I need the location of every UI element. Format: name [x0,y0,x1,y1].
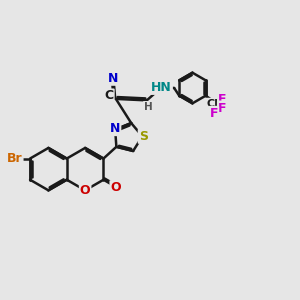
Text: C: C [105,89,114,103]
Text: O: O [80,184,90,197]
Text: S: S [139,130,148,143]
Text: N: N [110,122,120,135]
Text: Br: Br [7,152,22,165]
Text: O: O [110,181,121,194]
Text: F: F [210,107,218,120]
Text: F: F [218,101,226,115]
Text: HN: HN [151,81,172,94]
Text: H: H [144,102,153,112]
Text: N: N [108,72,118,85]
Text: F: F [218,93,226,106]
Text: CF: CF [206,99,222,109]
